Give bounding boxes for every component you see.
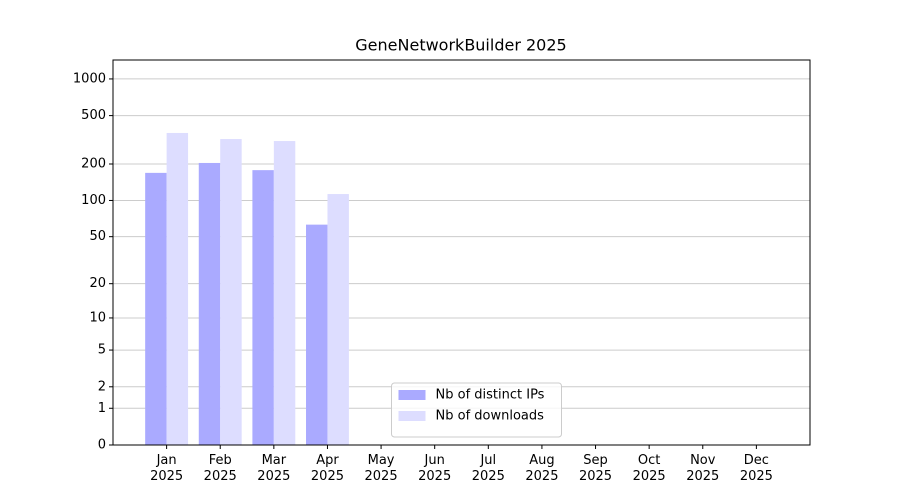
bar [166, 132, 189, 445]
legend-label: Nb of distinct IPs [436, 388, 545, 403]
x-tick-label: Nov 2025 [686, 453, 720, 484]
bar [220, 139, 242, 445]
y-tick-label: 5 [98, 343, 106, 358]
y-tick-label: 2 [98, 379, 106, 394]
bar [273, 141, 296, 445]
legend-box [391, 382, 562, 438]
x-tick-label: Oct 2025 [632, 453, 666, 484]
bar [252, 170, 274, 446]
x-tick-label: Feb 2025 [203, 453, 237, 484]
bar [198, 162, 221, 445]
x-tick-label: May 2025 [364, 453, 398, 484]
bar [306, 224, 328, 445]
y-tick-label: 50 [89, 229, 106, 244]
x-tick-label: Apr 2025 [310, 453, 344, 484]
x-tick-label: Jul 2025 [471, 453, 505, 484]
chart-title: GeneNetworkBuilder 2025 [355, 36, 566, 55]
x-tick-label: Mar 2025 [257, 453, 291, 484]
y-tick-label: 10 [89, 310, 106, 325]
x-tick-label: Jun 2025 [418, 453, 452, 484]
plot-frame [112, 59, 811, 446]
bar [145, 172, 167, 445]
x-tick-label: Aug 2025 [525, 453, 559, 484]
legend-swatch [398, 411, 426, 421]
y-tick-label: 20 [89, 276, 106, 291]
x-tick-label: Jan 2025 [150, 453, 184, 484]
x-tick-label: Sep 2025 [578, 453, 613, 484]
y-tick-label: 200 [81, 157, 106, 172]
y-tick-label: 500 [81, 108, 106, 123]
y-tick-label: 1 [98, 401, 106, 416]
bar [327, 194, 349, 445]
legend-label: Nb of downloads [436, 409, 545, 424]
y-tick-label: 0 [98, 438, 106, 453]
x-tick-label: Dec 2025 [739, 453, 773, 484]
y-tick-label: 100 [81, 193, 106, 208]
y-tick-label: 1000 [73, 71, 106, 86]
legend-swatch [398, 390, 426, 400]
